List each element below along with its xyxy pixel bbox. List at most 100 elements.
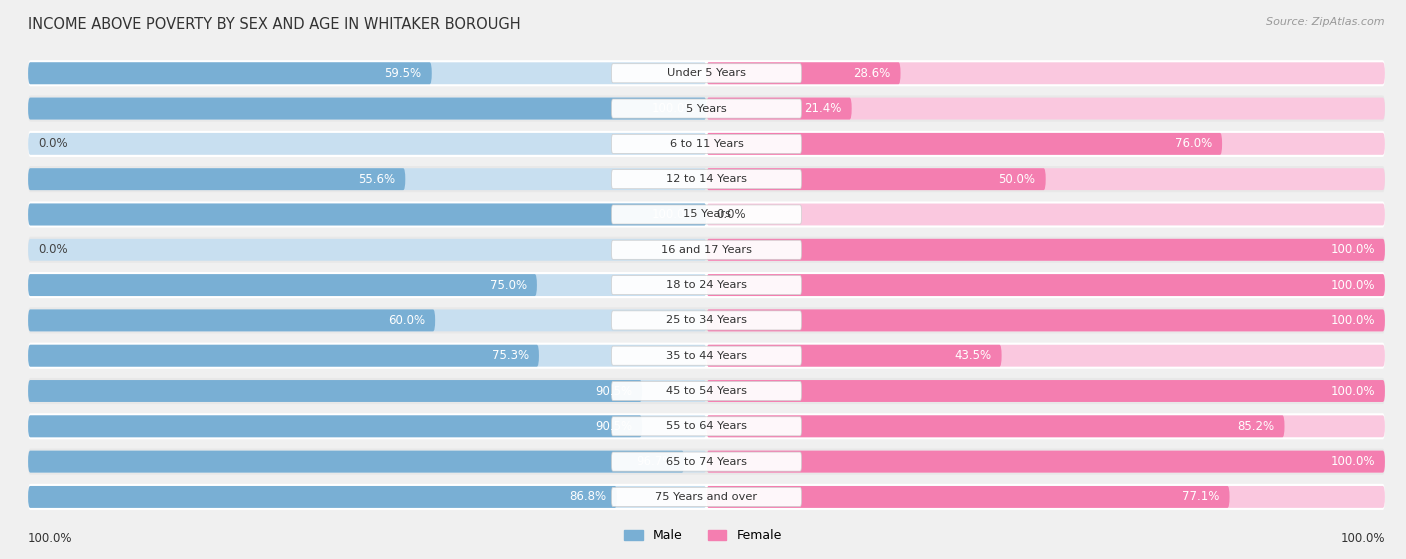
Text: 60.0%: 60.0% — [388, 314, 425, 327]
FancyBboxPatch shape — [707, 486, 1230, 508]
Text: 100.0%: 100.0% — [28, 532, 73, 545]
Text: 16 and 17 Years: 16 and 17 Years — [661, 245, 752, 255]
Text: 0.0%: 0.0% — [717, 208, 747, 221]
FancyBboxPatch shape — [707, 415, 1385, 437]
FancyBboxPatch shape — [28, 62, 707, 84]
Text: 90.5%: 90.5% — [595, 420, 631, 433]
FancyBboxPatch shape — [707, 168, 1385, 190]
FancyBboxPatch shape — [28, 486, 707, 508]
FancyBboxPatch shape — [707, 451, 1385, 472]
Text: 55.6%: 55.6% — [359, 173, 395, 186]
FancyBboxPatch shape — [28, 380, 707, 402]
Text: 45 to 54 Years: 45 to 54 Years — [666, 386, 747, 396]
Text: INCOME ABOVE POVERTY BY SEX AND AGE IN WHITAKER BOROUGH: INCOME ABOVE POVERTY BY SEX AND AGE IN W… — [28, 17, 520, 32]
Text: 100.0%: 100.0% — [1330, 385, 1375, 397]
FancyBboxPatch shape — [28, 310, 436, 331]
Text: 100.0%: 100.0% — [1330, 455, 1375, 468]
Text: 76.0%: 76.0% — [1174, 138, 1212, 150]
Text: 77.1%: 77.1% — [1182, 490, 1219, 504]
Text: 35 to 44 Years: 35 to 44 Years — [666, 350, 747, 361]
Text: 0.0%: 0.0% — [38, 243, 67, 256]
FancyBboxPatch shape — [28, 343, 1385, 369]
FancyBboxPatch shape — [28, 307, 1385, 334]
FancyBboxPatch shape — [28, 201, 1385, 228]
Text: 55 to 64 Years: 55 to 64 Years — [666, 421, 747, 432]
FancyBboxPatch shape — [28, 448, 1385, 475]
Text: 59.5%: 59.5% — [384, 67, 422, 80]
FancyBboxPatch shape — [28, 345, 707, 367]
Text: 18 to 24 Years: 18 to 24 Years — [666, 280, 747, 290]
FancyBboxPatch shape — [28, 413, 1385, 439]
FancyBboxPatch shape — [28, 380, 643, 402]
FancyBboxPatch shape — [707, 203, 1385, 225]
FancyBboxPatch shape — [28, 168, 405, 190]
Text: Under 5 Years: Under 5 Years — [666, 68, 747, 78]
FancyBboxPatch shape — [28, 131, 1385, 157]
FancyBboxPatch shape — [28, 451, 707, 472]
FancyBboxPatch shape — [707, 380, 1385, 402]
Legend: Male, Female: Male, Female — [619, 524, 787, 547]
FancyBboxPatch shape — [28, 96, 1385, 122]
FancyBboxPatch shape — [612, 311, 801, 330]
FancyBboxPatch shape — [28, 486, 617, 508]
Text: 43.5%: 43.5% — [955, 349, 991, 362]
FancyBboxPatch shape — [707, 133, 1385, 155]
Text: 75.0%: 75.0% — [489, 278, 527, 292]
FancyBboxPatch shape — [707, 62, 900, 84]
FancyBboxPatch shape — [707, 274, 1385, 296]
FancyBboxPatch shape — [707, 168, 1046, 190]
FancyBboxPatch shape — [612, 381, 801, 401]
FancyBboxPatch shape — [612, 64, 801, 83]
FancyBboxPatch shape — [707, 133, 1222, 155]
Text: 75.3%: 75.3% — [492, 349, 529, 362]
Text: 100.0%: 100.0% — [1330, 243, 1375, 256]
FancyBboxPatch shape — [707, 239, 1385, 260]
Text: 86.8%: 86.8% — [569, 490, 607, 504]
FancyBboxPatch shape — [707, 98, 852, 120]
FancyBboxPatch shape — [28, 415, 643, 437]
FancyBboxPatch shape — [707, 345, 1385, 367]
FancyBboxPatch shape — [28, 62, 432, 84]
FancyBboxPatch shape — [28, 236, 1385, 263]
FancyBboxPatch shape — [28, 203, 707, 225]
FancyBboxPatch shape — [28, 451, 685, 472]
FancyBboxPatch shape — [612, 346, 801, 365]
FancyBboxPatch shape — [28, 274, 707, 296]
FancyBboxPatch shape — [28, 133, 707, 155]
Text: 50.0%: 50.0% — [998, 173, 1036, 186]
FancyBboxPatch shape — [612, 240, 801, 259]
Text: 15 Years: 15 Years — [682, 210, 731, 220]
Text: 100.0%: 100.0% — [1330, 314, 1375, 327]
FancyBboxPatch shape — [28, 98, 707, 120]
Text: 100.0%: 100.0% — [1340, 532, 1385, 545]
FancyBboxPatch shape — [28, 274, 537, 296]
FancyBboxPatch shape — [707, 486, 1385, 508]
Text: 100.0%: 100.0% — [652, 208, 696, 221]
Text: 100.0%: 100.0% — [1330, 278, 1375, 292]
FancyBboxPatch shape — [28, 239, 707, 260]
FancyBboxPatch shape — [612, 276, 801, 295]
FancyBboxPatch shape — [612, 134, 801, 153]
Text: 6 to 11 Years: 6 to 11 Years — [669, 139, 744, 149]
FancyBboxPatch shape — [612, 417, 801, 436]
FancyBboxPatch shape — [28, 166, 1385, 192]
Text: Source: ZipAtlas.com: Source: ZipAtlas.com — [1267, 17, 1385, 27]
FancyBboxPatch shape — [707, 274, 1385, 296]
FancyBboxPatch shape — [707, 239, 1385, 260]
FancyBboxPatch shape — [28, 345, 538, 367]
Text: 12 to 14 Years: 12 to 14 Years — [666, 174, 747, 184]
FancyBboxPatch shape — [707, 380, 1385, 402]
FancyBboxPatch shape — [612, 169, 801, 189]
Text: 25 to 34 Years: 25 to 34 Years — [666, 315, 747, 325]
Text: 90.5%: 90.5% — [595, 385, 631, 397]
FancyBboxPatch shape — [28, 310, 707, 331]
FancyBboxPatch shape — [28, 203, 707, 225]
FancyBboxPatch shape — [707, 415, 1285, 437]
Text: 75 Years and over: 75 Years and over — [655, 492, 758, 502]
Text: 0.0%: 0.0% — [38, 138, 67, 150]
FancyBboxPatch shape — [612, 452, 801, 471]
Text: 100.0%: 100.0% — [652, 102, 696, 115]
FancyBboxPatch shape — [707, 451, 1385, 472]
FancyBboxPatch shape — [28, 378, 1385, 404]
FancyBboxPatch shape — [612, 99, 801, 118]
